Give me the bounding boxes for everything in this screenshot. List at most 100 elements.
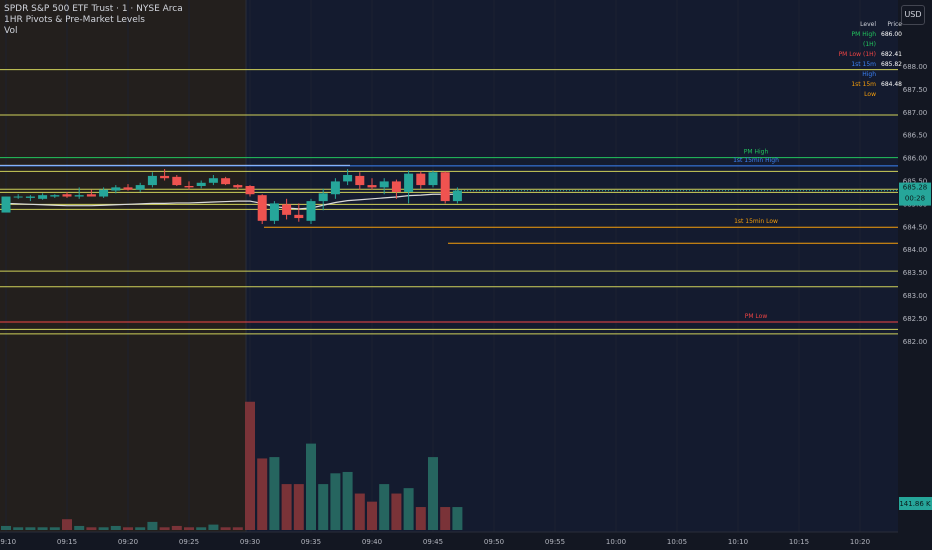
time-tick-label: 10:05: [667, 538, 687, 546]
time-tick-label: 09:35: [301, 538, 321, 546]
candle-body[interactable]: [245, 185, 255, 195]
time-tick-label: 09:40: [362, 538, 382, 546]
candle-body[interactable]: [1, 196, 11, 213]
header-level: Level: [860, 21, 876, 28]
levels-table-row: 1st 15m High 685.82: [838, 60, 902, 80]
candle-body[interactable]: [379, 181, 389, 188]
candle-body[interactable]: [355, 175, 365, 186]
volume-bar: [415, 507, 426, 530]
volume-bar: [123, 527, 133, 530]
volume-bar: [330, 473, 341, 530]
candle-body[interactable]: [86, 194, 96, 197]
candle-body[interactable]: [367, 185, 377, 188]
time-axis[interactable]: [0, 532, 898, 550]
candle-body[interactable]: [38, 195, 48, 199]
candle-body[interactable]: [391, 181, 401, 192]
time-tick-label: 09:55: [545, 538, 565, 546]
candle-body[interactable]: [440, 172, 450, 202]
candle-body[interactable]: [269, 203, 279, 221]
level-name: PM Low (1H): [838, 51, 876, 58]
last-volume-tag: [899, 497, 932, 510]
price-tick-label: 684.00: [903, 246, 928, 254]
time-tick-label: 10:20: [850, 538, 870, 546]
volume-bar: [257, 458, 268, 530]
volume-bar: [452, 507, 463, 530]
candle-body[interactable]: [452, 190, 462, 202]
price-tick-label: 686.50: [903, 132, 928, 140]
volume-bar: [1, 525, 11, 530]
candle-body[interactable]: [282, 204, 292, 215]
candle-body[interactable]: [111, 187, 121, 191]
candle-body[interactable]: [306, 201, 316, 221]
level-label: 1st 15min Low: [734, 218, 778, 225]
volume-bar: [37, 527, 48, 530]
volume-bar: [74, 525, 85, 530]
candle-body[interactable]: [208, 178, 218, 183]
candle-body[interactable]: [62, 194, 72, 197]
currency-button[interactable]: USD: [901, 5, 925, 25]
symbol-title[interactable]: SPDR S&P 500 ETF Trust · 1 · NYSE Arca: [4, 4, 183, 14]
candle-body[interactable]: [99, 189, 109, 197]
candle-body[interactable]: [257, 195, 267, 221]
candle-body[interactable]: [330, 181, 340, 195]
candle-body[interactable]: [404, 173, 414, 192]
candle-body[interactable]: [25, 196, 35, 198]
candle-body[interactable]: [428, 172, 438, 186]
candle-body[interactable]: [172, 176, 182, 186]
volume-bar: [135, 527, 146, 530]
levels-table-row: 1st 15m Low 684.48: [838, 80, 902, 100]
candle-body[interactable]: [221, 178, 231, 185]
bar-countdown: 00:28: [905, 195, 925, 203]
time-tick-label: 09:25: [179, 538, 199, 546]
candle-body[interactable]: [13, 196, 23, 198]
volume-bar: [318, 484, 329, 530]
chart-legend: SPDR S&P 500 ETF Trust · 1 · NYSE Arca 1…: [4, 4, 183, 37]
level-name: 1st 15m High: [851, 61, 876, 78]
volume-bar: [13, 527, 24, 530]
volume-bar: [293, 484, 304, 530]
volume-bar: [208, 524, 219, 530]
candle-body[interactable]: [123, 187, 133, 190]
volume-bar: [281, 484, 292, 530]
volume-bar: [306, 443, 316, 530]
candle-body[interactable]: [160, 175, 170, 179]
volume-bar: [196, 527, 207, 530]
volume-bar: [342, 471, 353, 530]
indicator-name[interactable]: 1HR Pivots & Pre-Market Levels: [4, 15, 145, 25]
candle-body[interactable]: [416, 173, 426, 186]
candle-body[interactable]: [184, 185, 194, 188]
vwap-line: [5, 193, 458, 210]
candle-body[interactable]: [233, 185, 243, 188]
candle-body[interactable]: [147, 175, 157, 186]
level-label: 1st 15min High: [733, 157, 779, 164]
level-price: 685.82: [881, 61, 902, 68]
volume-bar: [86, 527, 97, 530]
volume-bar: [391, 493, 402, 530]
volume-bar: [440, 507, 451, 530]
time-tick-label: 10:10: [728, 538, 748, 546]
time-tick-label: 09:45: [423, 538, 443, 546]
candle-body[interactable]: [74, 195, 84, 197]
level-price: 684.48: [881, 81, 902, 88]
candle-body[interactable]: [294, 214, 304, 219]
volume-bar: [49, 527, 60, 530]
time-tick-label: 10:15: [789, 538, 809, 546]
volume-bar: [110, 525, 121, 530]
price-axis[interactable]: [898, 0, 932, 550]
volume-bar: [98, 527, 109, 530]
volume-bar: [147, 521, 158, 530]
price-tick-label: 687.00: [903, 109, 928, 117]
time-tick-label: 10:00: [606, 538, 626, 546]
candle-body[interactable]: [196, 182, 206, 186]
candle-body[interactable]: [343, 175, 353, 182]
candle-body[interactable]: [135, 185, 145, 190]
candle-body[interactable]: [50, 195, 60, 197]
last-price-tag: [899, 182, 931, 206]
volume-label[interactable]: Vol: [4, 26, 18, 36]
price-tick-label: 683.50: [903, 269, 928, 277]
levels-table-row: PM Low (1H) 682.41: [838, 50, 902, 60]
level-label: PM Low: [745, 313, 768, 320]
candle-body[interactable]: [318, 193, 328, 202]
premarket-session-shade: [0, 0, 246, 532]
